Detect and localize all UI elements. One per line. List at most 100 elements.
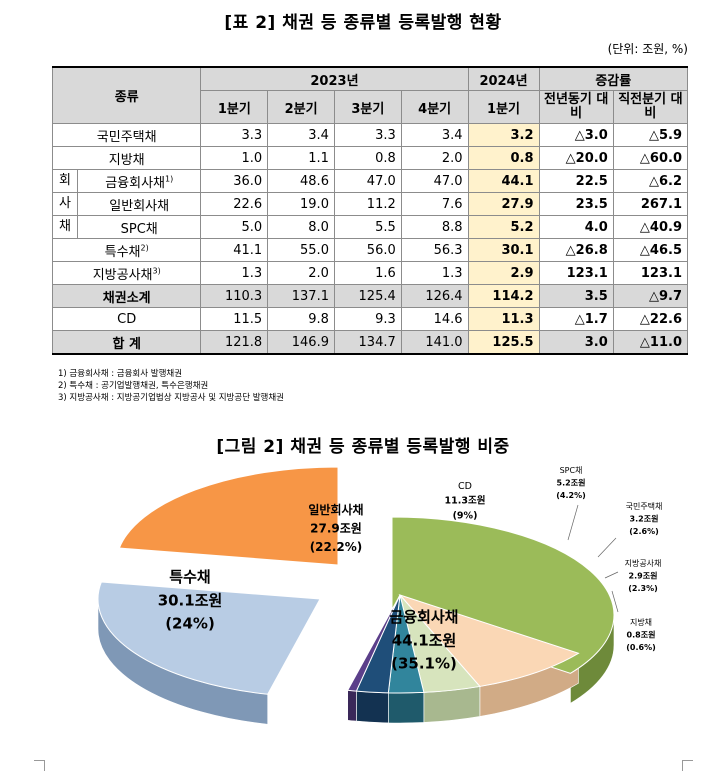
figure-title: [그림 2] 채권 등 종류별 등록발행 비중 — [216, 437, 510, 457]
table-row: 국민주택채 3.3 3.4 3.3 3.4 3.2 △3.0 △5.9 — [51, 123, 689, 147]
header-q1-2024: 1분기 — [467, 90, 540, 124]
cell: △40.9 — [612, 215, 689, 239]
slice-percent: (35.1%) — [391, 655, 457, 673]
cell: △22.6 — [612, 307, 689, 331]
slice-value: 0.8조원 — [627, 629, 656, 639]
cell: 123.1 — [612, 261, 689, 285]
cell: 3.4 — [267, 123, 335, 147]
slice-value: 3.2조원 — [630, 513, 659, 523]
cell: 2.0 — [267, 261, 335, 285]
slice-label: CD — [458, 481, 472, 492]
cell: 14.6 — [400, 307, 469, 331]
cell: △20.0 — [538, 146, 614, 170]
pie-slice — [399, 594, 481, 693]
cell: 3.3 — [333, 123, 402, 147]
footnote-mark: 3) — [152, 266, 161, 276]
row-name: CD — [51, 307, 202, 331]
cell: 8.0 — [267, 215, 335, 239]
cell: 48.6 — [267, 169, 335, 193]
pie-slice-side — [479, 652, 579, 717]
header-q1: 1분기 — [200, 90, 269, 124]
slice-percent: (2.3%) — [628, 584, 658, 593]
cell: 23.5 — [538, 192, 614, 216]
cell: 9.8 — [267, 307, 335, 331]
footnote: 3) 지방공사채 : 지방공기업법상 지방공사 및 지방공단 발행채권 — [58, 393, 285, 403]
pie-slice-side — [388, 692, 425, 724]
cell: 22.6 — [200, 192, 269, 216]
row-name: 일반회사채 — [109, 198, 170, 214]
cell: 125.5 — [467, 330, 540, 355]
cell: 0.8 — [333, 146, 402, 170]
cell: 7.6 — [400, 192, 469, 216]
cell: 5.5 — [333, 215, 402, 239]
cell: △11.0 — [612, 330, 689, 355]
slice-label: 지방공사채 — [625, 558, 662, 568]
cell: 0.8 — [467, 146, 540, 170]
cell: 44.1 — [467, 169, 540, 193]
table-row: 합 계 121.8 146.9 134.7 141.0 125.5 3.0 △1… — [51, 330, 689, 355]
header-kind: 종류 — [51, 66, 202, 124]
cell: 1.1 — [267, 146, 335, 170]
cell: 1.3 — [400, 261, 469, 285]
cell: 141.0 — [400, 330, 469, 355]
slice-label: SPC채 — [560, 465, 583, 475]
pie-slice — [355, 594, 401, 694]
cell: 2.9 — [467, 261, 540, 285]
slice-label: 금융회사채 — [389, 608, 458, 626]
slice-percent: (9%) — [453, 510, 478, 521]
leader-line — [597, 537, 617, 558]
footnotes: 1) 금융회사채 : 금융회사 발행채권 2) 특수채 : 공기업발행채권, 특… — [58, 368, 284, 404]
row-name: 특수채 — [104, 244, 141, 260]
header-q2: 2분기 — [267, 90, 335, 124]
cell: 5.2 — [467, 215, 540, 239]
cell: 3.4 — [400, 123, 469, 147]
slice-label: 지방채 — [630, 617, 652, 627]
cell: 41.1 — [200, 238, 269, 262]
cell: △5.9 — [612, 123, 689, 147]
cell: 134.7 — [333, 330, 402, 355]
cell: 4.0 — [538, 215, 614, 239]
pie-slice — [97, 581, 321, 695]
unit-label: (단위: 조원, %) — [607, 42, 688, 56]
slice-value: 27.9조원 — [310, 522, 362, 536]
cell: 3.5 — [538, 284, 614, 308]
row-name: 합 계 — [51, 330, 202, 355]
cell: 3.0 — [538, 330, 614, 355]
pie-slice — [387, 594, 425, 694]
cell: 47.0 — [333, 169, 402, 193]
slice-value: 11.3조원 — [445, 495, 486, 507]
issuance-table: 종류 2023년 2024년 증감률 1분기 2분기 3분기 4분기 1분기 전… — [51, 66, 689, 355]
footnote-mark: 2) — [140, 243, 149, 253]
row-name: 금융회사채 — [105, 175, 165, 191]
cell: 123.1 — [538, 261, 614, 285]
pie-slice-side — [356, 690, 389, 724]
pie-slice-side — [97, 598, 269, 725]
slice-value: 5.2조원 — [557, 477, 586, 487]
cell: 56.0 — [333, 238, 402, 262]
table-row: 지방공사채3) 1.3 2.0 1.6 1.3 2.9 123.1 123.1 — [51, 261, 689, 285]
cell: 1.3 — [200, 261, 269, 285]
header-2023: 2023년 — [200, 66, 469, 91]
cell: 56.3 — [400, 238, 469, 262]
cell: △1.7 — [538, 307, 614, 331]
slice-percent: (22.2%) — [310, 540, 363, 554]
pie-slice — [391, 516, 615, 674]
cell: △26.8 — [538, 238, 614, 262]
cell: 1.6 — [333, 261, 402, 285]
cell: 2.0 — [400, 146, 469, 170]
header-2024: 2024년 — [467, 66, 540, 91]
cell: 27.9 — [467, 192, 540, 216]
slice-percent: (24%) — [165, 615, 215, 633]
slice-percent: (2.6%) — [629, 527, 659, 536]
slice-percent: (0.6%) — [626, 643, 656, 652]
cell: 30.1 — [467, 238, 540, 262]
pie-slice — [398, 593, 580, 687]
cell: △9.7 — [612, 284, 689, 308]
table-row: CD 11.5 9.8 9.3 14.6 11.3 △1.7 △22.6 — [51, 307, 689, 331]
cell: 114.2 — [467, 284, 540, 308]
leader-line — [611, 590, 619, 613]
footnote: 2) 특수채 : 공기업발행채권, 특수은행채권 — [58, 381, 209, 391]
row-name: 지방채 — [108, 152, 145, 168]
table-row: 사 일반회사채 22.6 19.0 11.2 7.6 27.9 23.5 267… — [51, 192, 689, 216]
row-name: 국민주택채 — [96, 129, 157, 145]
